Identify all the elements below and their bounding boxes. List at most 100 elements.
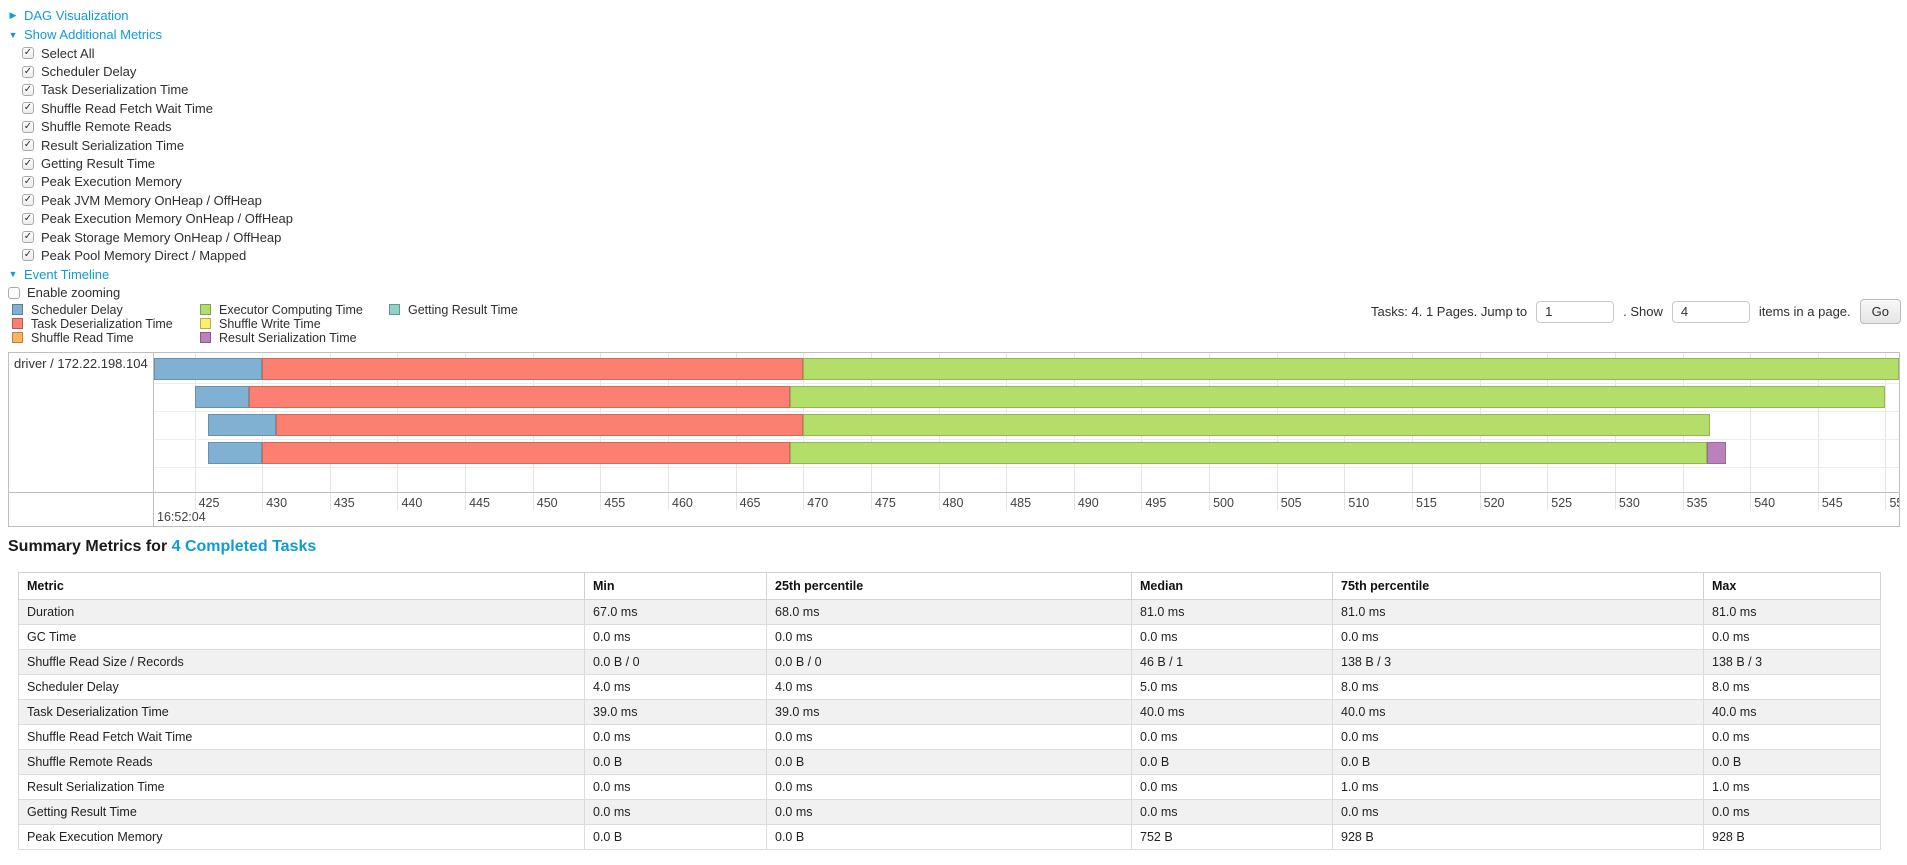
metric-checkbox[interactable]: ✓ bbox=[22, 102, 34, 115]
task-bar-segment-executor-computing-time[interactable] bbox=[803, 414, 1710, 436]
axis-tick bbox=[329, 493, 331, 510]
timeline-axis-ticks: 16:52:04 425 430 435 440 445 450 455 460 465 470 4… bbox=[154, 493, 1899, 526]
table-row: Shuffle Read Fetch Wait Time 0.0 ms 0.0 ms… bbox=[18, 724, 1881, 750]
timeline-plot bbox=[154, 353, 1899, 492]
legend-label: Executor Computing Time bbox=[219, 302, 363, 317]
table-cell: 4.0 ms bbox=[766, 674, 1132, 700]
metric-checkbox-row: ✓ Peak Storage Memory OnHeap / OffHeap bbox=[8, 228, 293, 246]
axis-tick-label: 525 bbox=[1551, 496, 1573, 510]
table-cell: 752 B bbox=[1131, 824, 1333, 850]
table-cell: 928 B bbox=[1332, 824, 1704, 850]
legend-label: Shuffle Write Time bbox=[219, 316, 321, 331]
task-bar-segment-task-deserialization-time[interactable] bbox=[248, 386, 790, 408]
metric-checkbox[interactable]: ✓ bbox=[22, 157, 34, 170]
metric-checkbox-label: Result Serialization Time bbox=[41, 137, 185, 153]
axis-tick bbox=[1141, 493, 1143, 510]
task-bar-segment-executor-computing-time[interactable] bbox=[789, 442, 1707, 464]
legend-item: Task Deserialization Time bbox=[12, 317, 200, 331]
table-cell: Shuffle Remote Reads bbox=[18, 749, 585, 775]
axis-tick bbox=[1885, 493, 1887, 510]
axis-tick-label: 435 bbox=[333, 496, 355, 510]
show-additional-metrics-toggle[interactable]: ▼ Show Additional Metrics bbox=[8, 25, 293, 44]
metric-checkbox[interactable]: ✓ bbox=[22, 212, 34, 225]
metric-checkbox[interactable]: ✓ bbox=[22, 231, 34, 244]
table-cell: Peak Execution Memory bbox=[18, 824, 585, 850]
dag-visualization-toggle[interactable]: ▶ DAG Visualization bbox=[8, 6, 293, 25]
table-cell: 0.0 ms bbox=[1332, 799, 1704, 825]
task-bar-segment-scheduler-delay[interactable] bbox=[194, 386, 249, 408]
metric-checkbox[interactable]: ✓ bbox=[22, 83, 34, 96]
axis-tick bbox=[1344, 493, 1346, 510]
go-button[interactable]: Go bbox=[1859, 299, 1901, 324]
axis-tick bbox=[1750, 493, 1752, 510]
metric-checkbox-label: Shuffle Read Fetch Wait Time bbox=[41, 100, 213, 116]
axis-tick-label: 470 bbox=[807, 496, 829, 510]
show-additional-metrics-label: Show Additional Metrics bbox=[24, 27, 163, 42]
items-per-page-input[interactable] bbox=[1671, 300, 1750, 323]
event-timeline-toggle[interactable]: ▼ Event Timeline bbox=[8, 265, 293, 284]
table-header-cell: Max bbox=[1703, 572, 1881, 600]
axis-tick bbox=[397, 493, 399, 510]
legend-swatch-icon bbox=[200, 318, 211, 330]
table-cell: Scheduler Delay bbox=[18, 674, 585, 700]
metric-checkbox[interactable]: ✓ bbox=[22, 194, 34, 207]
expanded-arrow-icon: ▼ bbox=[8, 269, 18, 280]
axis-tick bbox=[735, 493, 737, 510]
table-cell: 0.0 ms bbox=[766, 724, 1132, 750]
axis-tick bbox=[1479, 493, 1481, 510]
table-cell: 0.0 B bbox=[584, 824, 767, 850]
event-timeline-label: Event Timeline bbox=[24, 266, 110, 282]
task-bar-segment-scheduler-delay[interactable] bbox=[208, 414, 276, 436]
completed-tasks-link[interactable]: 4 Completed Tasks bbox=[171, 538, 317, 555]
metric-checkbox[interactable]: ✓ bbox=[22, 65, 34, 78]
metric-checkbox[interactable]: ✓ bbox=[22, 249, 34, 262]
axis-tick bbox=[1209, 493, 1211, 510]
axis-tick bbox=[465, 493, 467, 510]
table-cell: 0.0 B bbox=[766, 749, 1132, 775]
metric-checkbox[interactable]: ✓ bbox=[22, 175, 34, 188]
axis-tick-label: 550 bbox=[1889, 496, 1899, 510]
axis-tick-label: 540 bbox=[1754, 496, 1776, 510]
table-row: Shuffle Read Size / Records 0.0 B / 0 0.0 … bbox=[18, 649, 1881, 675]
table-cell: 0.0 B bbox=[1332, 749, 1704, 775]
metric-checkbox[interactable]: ✓ bbox=[22, 139, 34, 152]
table-cell: 0.0 ms bbox=[584, 724, 767, 750]
axis-tick-label: 535 bbox=[1686, 496, 1708, 510]
task-bar-segment-task-deserialization-time[interactable] bbox=[275, 414, 804, 436]
enable-zooming-checkbox[interactable] bbox=[8, 286, 20, 299]
table-cell: 0.0 B bbox=[766, 824, 1132, 850]
table-cell: 39.0 ms bbox=[766, 699, 1132, 725]
table-row: Result Serialization Time 0.0 ms 0.0 ms 0.0… bbox=[18, 774, 1881, 800]
metric-checkbox[interactable]: ✓ bbox=[22, 120, 34, 133]
jump-to-page-input[interactable] bbox=[1536, 300, 1615, 323]
axis-tick-label: 520 bbox=[1483, 496, 1505, 510]
task-bar-segment-executor-computing-time[interactable] bbox=[789, 386, 1886, 408]
task-bar-segment-result-serialization-time[interactable] bbox=[1706, 442, 1726, 464]
table-row: Peak Execution Memory 0.0 B 0.0 B 752 B 928 … bbox=[18, 824, 1881, 850]
metric-checkbox-row: ✓ Peak Execution Memory bbox=[8, 173, 293, 191]
axis-tick bbox=[1073, 493, 1075, 510]
table-cell: 0.0 ms bbox=[584, 799, 767, 825]
table-cell: 0.0 ms bbox=[584, 624, 767, 650]
task-bar-segment-scheduler-delay[interactable] bbox=[154, 358, 263, 380]
table-cell: Task Deserialization Time bbox=[18, 699, 585, 725]
task-bar-segment-task-deserialization-time[interactable] bbox=[262, 358, 804, 380]
table-header-row: Metric Min 25th percentile Median 75th perce… bbox=[18, 572, 1881, 600]
axis-tick bbox=[1817, 493, 1819, 510]
table-header-cell: Median bbox=[1131, 572, 1333, 600]
table-cell: 138 B / 3 bbox=[1332, 649, 1704, 675]
axis-tick-label: 510 bbox=[1348, 496, 1370, 510]
table-cell: 4.0 ms bbox=[584, 674, 767, 700]
table-cell: 0.0 ms bbox=[1131, 774, 1333, 800]
axis-tick-label: 425 bbox=[198, 496, 220, 510]
axis-tick bbox=[262, 493, 264, 510]
table-header-cell: 25th percentile bbox=[766, 572, 1132, 600]
metric-checkbox-row: ✓ Peak Execution Memory OnHeap / OffHeap bbox=[8, 210, 293, 228]
task-bar-segment-task-deserialization-time[interactable] bbox=[262, 442, 790, 464]
metric-checkbox[interactable]: ✓ bbox=[22, 47, 34, 60]
task-bar-segment-executor-computing-time[interactable] bbox=[803, 358, 1899, 380]
legend-swatch-icon bbox=[12, 304, 23, 316]
task-bar-segment-scheduler-delay[interactable] bbox=[208, 442, 263, 464]
axis-tick-label: 545 bbox=[1821, 496, 1843, 510]
